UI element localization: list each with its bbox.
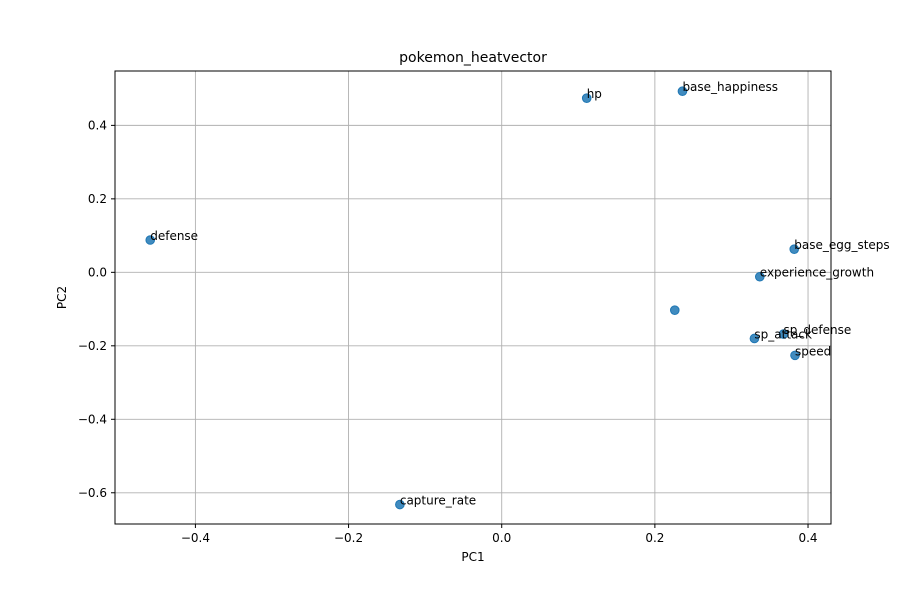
data-points: [145, 86, 800, 510]
y-tick-label: 0.4: [88, 118, 107, 132]
grid: [115, 71, 831, 524]
data-point: [677, 86, 688, 97]
point-label: hp: [587, 87, 602, 101]
x-axis-label: PC1: [461, 550, 484, 564]
data-point: [669, 305, 680, 315]
x-tick-label: −0.2: [334, 531, 363, 545]
point-label: defense: [150, 229, 198, 243]
x-tick-label: 0.0: [492, 531, 511, 545]
x-tick-label: −0.4: [181, 531, 210, 545]
data-point: [754, 271, 765, 282]
data-point: [581, 93, 592, 103]
x-tick-label: 0.2: [645, 531, 664, 545]
data-point: [145, 235, 156, 245]
y-tick-label: −0.4: [78, 412, 107, 426]
point-label: sp_attack: [754, 327, 812, 341]
data-point: [789, 244, 800, 254]
y-tick-label: −0.6: [78, 486, 107, 500]
data-point: [749, 333, 760, 344]
point-label: sp_defense: [784, 323, 852, 337]
x-tick-label: 0.4: [798, 531, 817, 545]
point-label: capture_rate: [400, 494, 476, 508]
y-tick-label: 0.0: [88, 265, 107, 279]
chart-title: pokemon_heatvector: [399, 50, 547, 66]
y-tick-label: 0.2: [88, 192, 107, 206]
y-tick-label: −0.2: [78, 339, 107, 353]
plot-frame: [114, 70, 832, 525]
axis-ticks: −0.4 −0.2 0.0 0.2 0.4 −0.6 −0.4 −0.2 0.0 0.2 0.4: [78, 118, 818, 545]
point-label: experience_growth: [760, 266, 874, 280]
point-label: base_egg_steps: [794, 238, 889, 252]
y-axis-label: PC2: [55, 286, 69, 309]
point-label: base_happiness: [682, 80, 778, 94]
data-point: [790, 350, 800, 361]
data-point: [778, 329, 789, 339]
point-label: speed: [795, 344, 831, 358]
data-point: [395, 499, 405, 510]
